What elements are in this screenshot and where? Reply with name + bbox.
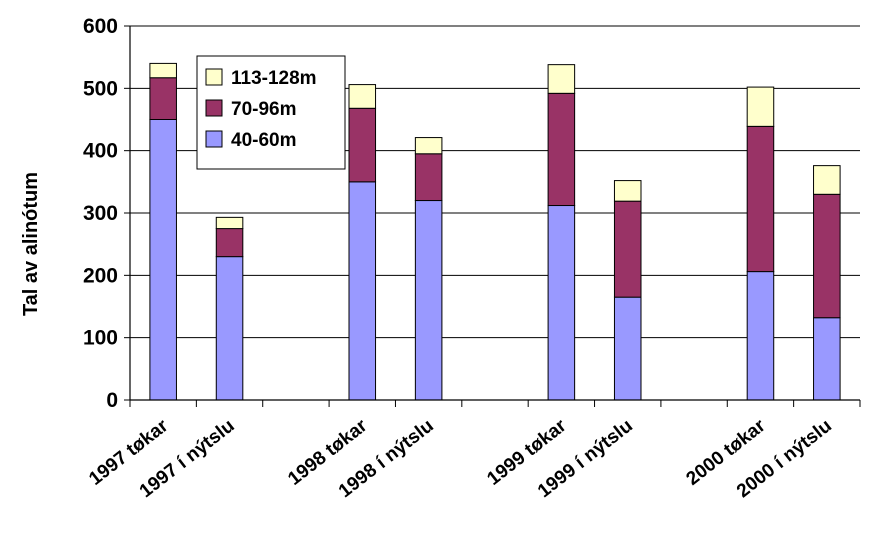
legend: 113-128m 70-96m 40-60m bbox=[196, 55, 346, 170]
bar-segment bbox=[746, 86, 775, 127]
legend-swatch bbox=[205, 130, 223, 148]
y-tick-labels: 0 100 200 300 400 500 600 bbox=[83, 15, 118, 412]
bar-segment bbox=[149, 119, 177, 401]
bar-segment bbox=[746, 271, 775, 401]
bar-segment bbox=[348, 181, 377, 401]
bar-segment bbox=[215, 216, 244, 230]
bar-segment bbox=[746, 125, 775, 273]
legend-label: 40-60m bbox=[231, 130, 297, 151]
bar-segment bbox=[149, 77, 177, 120]
legend-swatch bbox=[205, 68, 223, 86]
bar-segment bbox=[348, 107, 377, 183]
axes bbox=[124, 25, 861, 407]
bar-segment bbox=[613, 296, 642, 401]
bar-segment bbox=[613, 180, 642, 202]
y-tick-label: 300 bbox=[83, 202, 118, 225]
bars bbox=[149, 62, 841, 401]
bar-segment bbox=[547, 64, 576, 94]
bar-segment bbox=[547, 92, 576, 207]
bar-segment bbox=[813, 193, 841, 319]
legend-label: 113-128m bbox=[231, 68, 317, 89]
bar-segment bbox=[215, 228, 244, 258]
bar-segment bbox=[149, 62, 177, 79]
bar-segment bbox=[547, 205, 576, 401]
legend-label: 70-96m bbox=[231, 99, 297, 120]
bar-segment bbox=[348, 84, 377, 109]
bar-segment bbox=[813, 165, 841, 195]
bar-segment bbox=[414, 137, 443, 155]
y-tick-label: 400 bbox=[83, 140, 118, 163]
y-tick-label: 500 bbox=[83, 77, 118, 100]
legend-swatch bbox=[205, 99, 223, 117]
bar-segment bbox=[414, 153, 443, 202]
y-tick-label: 100 bbox=[83, 327, 118, 350]
bar-segment bbox=[215, 256, 244, 401]
y-axis-title: Tal av alinótum bbox=[20, 172, 42, 316]
bar-segment bbox=[813, 317, 841, 401]
bar-segment bbox=[613, 200, 642, 298]
y-tick-label: 600 bbox=[83, 15, 118, 38]
y-tick-label: 200 bbox=[83, 264, 118, 287]
bar-segment bbox=[414, 200, 443, 401]
y-tick-label: 0 bbox=[106, 389, 118, 412]
